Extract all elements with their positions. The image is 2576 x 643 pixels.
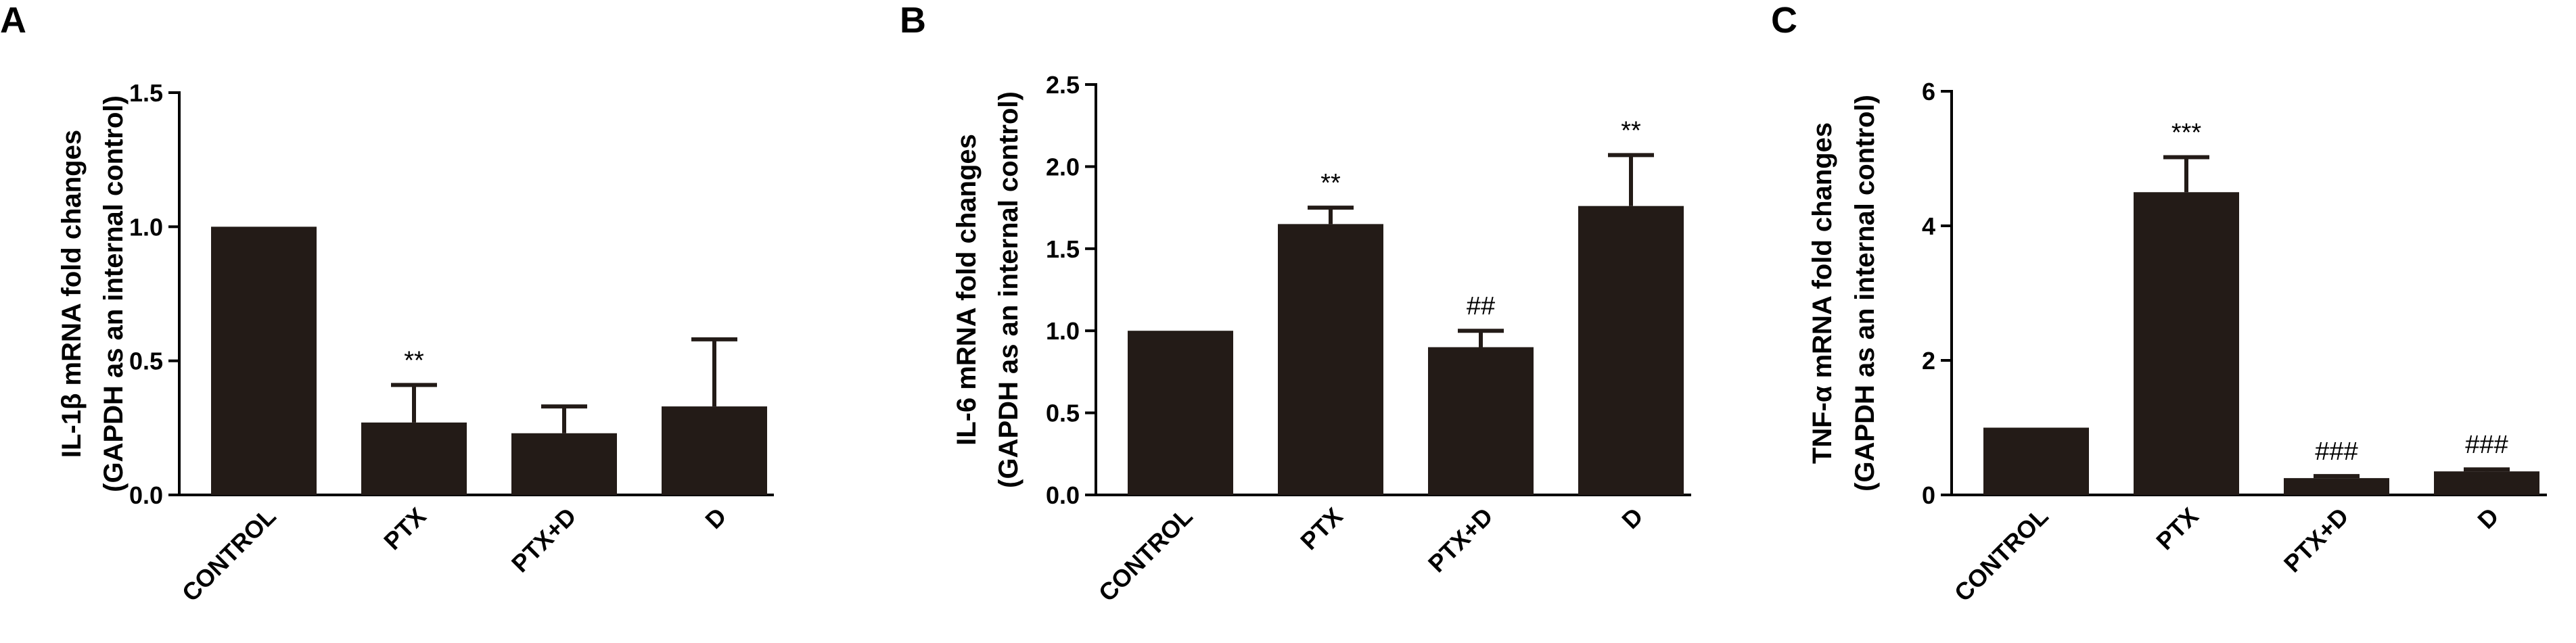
y-tick-label: 2 (1922, 347, 1935, 375)
x-category-label: PTX (2150, 502, 2203, 555)
x-category-label: CONTROL (177, 502, 281, 607)
y-tick-label: 6 (1922, 78, 1935, 105)
x-category-label: PTX+D (2278, 502, 2354, 578)
significance-marker: *** (2171, 119, 2202, 147)
x-category-label: D (2472, 502, 2504, 534)
x-category-label: PTX+D (506, 502, 582, 578)
y-tick-label: 0.0 (129, 481, 163, 509)
panel-letter: A (0, 0, 26, 41)
y-tick-label: 0.5 (1046, 400, 1080, 427)
bar-d (662, 406, 767, 495)
significance-marker: ## (1467, 292, 1495, 320)
x-category-label: D (1616, 502, 1648, 534)
bar-control (1983, 427, 2089, 495)
panel-letter: C (1771, 0, 1797, 41)
y-axis-label-line-1: IL-1β mRNA fold changes (57, 130, 87, 458)
y-tick-label: 1.5 (1046, 235, 1080, 263)
significance-marker: ### (2465, 431, 2508, 459)
chart-marks: 0.0 0.5 1.0 1.5 2.0 2.5 CONTROL ** PTX ## PTX+D ** D (1046, 71, 1691, 607)
bar-ptx-d (1428, 347, 1534, 495)
bar-ptx-d (2284, 478, 2389, 495)
y-axis-label-line-1: TNF-α mRNA fold changes (1808, 122, 1837, 464)
x-category-label: PTX (1295, 502, 1348, 555)
significance-marker: ** (404, 346, 424, 375)
y-axis-label-line-1: IL-6 mRNA fold changes (952, 134, 982, 446)
y-tick-label: 0.0 (1046, 481, 1080, 509)
y-axis-label-line-2: (GAPDH as an internal control) (99, 95, 129, 492)
chart-marks: 0.0 0.5 1.0 1.5 CONTROL ** PTX PTX+D D (129, 79, 774, 607)
x-category-label: PTX+D (1423, 502, 1498, 578)
y-axis-label-line-2: (GAPDH as an internal control) (994, 91, 1024, 488)
x-category-label: CONTROL (1093, 502, 1198, 607)
x-category-label: PTX (378, 502, 431, 555)
y-tick-label: 2.5 (1046, 71, 1080, 99)
y-axis-label-line-2: (GAPDH as an internal control) (1850, 95, 1880, 492)
panel-a: A IL-1β mRNA fold changes (GAPDH as an i… (0, 0, 774, 607)
significance-marker: ** (1621, 116, 1641, 145)
bar-ptx-d (511, 433, 617, 495)
y-tick-label: 1.0 (1046, 317, 1080, 345)
bar-ptx (1278, 224, 1383, 495)
x-category-label: CONTROL (1949, 502, 2054, 607)
bar-d (1578, 206, 1684, 495)
panel-c: C TNF-α mRNA fold changes (GAPDH as an i… (1771, 0, 2547, 607)
y-tick-label: 1.5 (129, 79, 163, 107)
x-category-label: D (699, 502, 731, 534)
y-axis-label: TNF-α mRNA fold changes (GAPDH as an int… (1808, 95, 1880, 492)
y-tick-label: 4 (1922, 212, 1935, 240)
y-axis-label: IL-1β mRNA fold changes (GAPDH as an int… (57, 95, 129, 492)
y-tick-label: 2.0 (1046, 153, 1080, 181)
bar-control (1128, 331, 1233, 495)
panel-letter: B (900, 0, 926, 41)
bar-control (211, 227, 317, 495)
significance-marker: ### (2315, 437, 2358, 466)
y-axis-label: IL-6 mRNA fold changes (GAPDH as an inte… (952, 91, 1024, 488)
bar-ptx (2134, 192, 2239, 495)
y-tick-label: 1.0 (129, 213, 163, 241)
y-tick-label: 0 (1922, 481, 1935, 509)
significance-marker: ** (1320, 169, 1341, 197)
panel-b: B IL-6 mRNA fold changes (GAPDH as an in… (900, 0, 1691, 607)
bar-d (2434, 471, 2539, 495)
y-tick-label: 0.5 (129, 348, 163, 375)
chart-marks: 0 2 4 6 CONTROL *** PTX ### PTX+D ### D (1922, 78, 2547, 607)
bar-ptx (361, 422, 467, 495)
